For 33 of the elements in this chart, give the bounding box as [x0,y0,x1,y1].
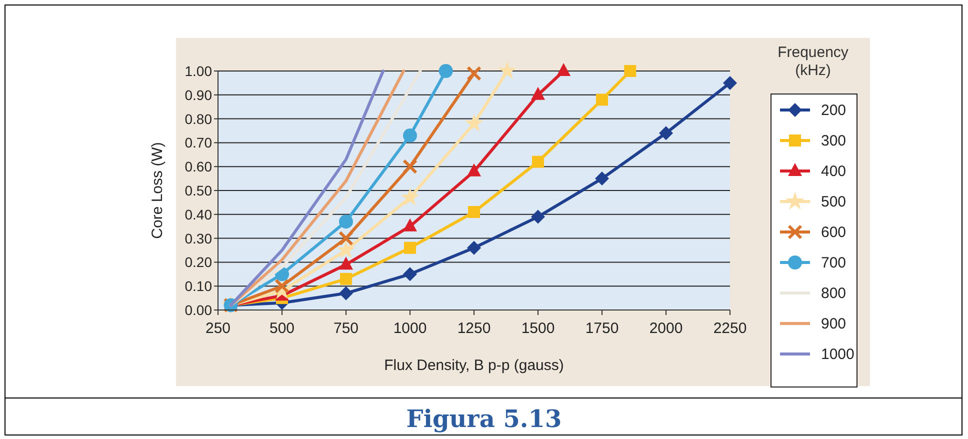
y-tick-label: 0.30 [184,230,212,246]
x-tick-label: 1750 [585,320,619,337]
legend-title: Frequency (kHz) [778,44,849,79]
legend-label: 1000 [821,346,854,363]
y-tick-label: 0.00 [184,302,212,318]
x-tick-label: 250 [205,320,231,337]
x-tick-label: 1000 [393,320,427,337]
y-tick-label: 0.10 [184,278,212,294]
y-tick-label: 0.70 [184,134,212,151]
y-tick-label: 0.20 [184,254,212,270]
y-tick-label: 1.00 [184,63,212,79]
y-tick-label: 0.90 [184,86,212,103]
legend-label: 600 [821,224,846,241]
legend-label: 400 [821,163,846,180]
legend-label: 900 [821,316,846,332]
x-tick-label: 2250 [713,320,747,337]
x-tick-label: 1250 [457,320,491,337]
legend-label: 800 [821,285,846,302]
legend-label: 700 [821,254,846,272]
x-axis-title: Flux Density, B p-p (gauss) [384,357,564,374]
x-tick-label: 500 [269,320,295,337]
x-tick-label: 2000 [649,320,683,337]
x-tick-label: 750 [333,320,359,337]
x-tick-label: 1500 [521,320,555,337]
y-tick-label: 0.60 [184,158,212,175]
text: Figura 5.13 [406,404,562,433]
legend-label: 300 [821,132,846,150]
legend-label: 200 [821,102,846,119]
y-tick-label: 0.40 [184,206,212,222]
legend-label: 500 [821,194,846,210]
y-tick-label: 0.50 [184,182,212,198]
y-tick-label: 0.80 [184,110,212,127]
y-axis-title: Core Loss (W) [149,142,166,239]
